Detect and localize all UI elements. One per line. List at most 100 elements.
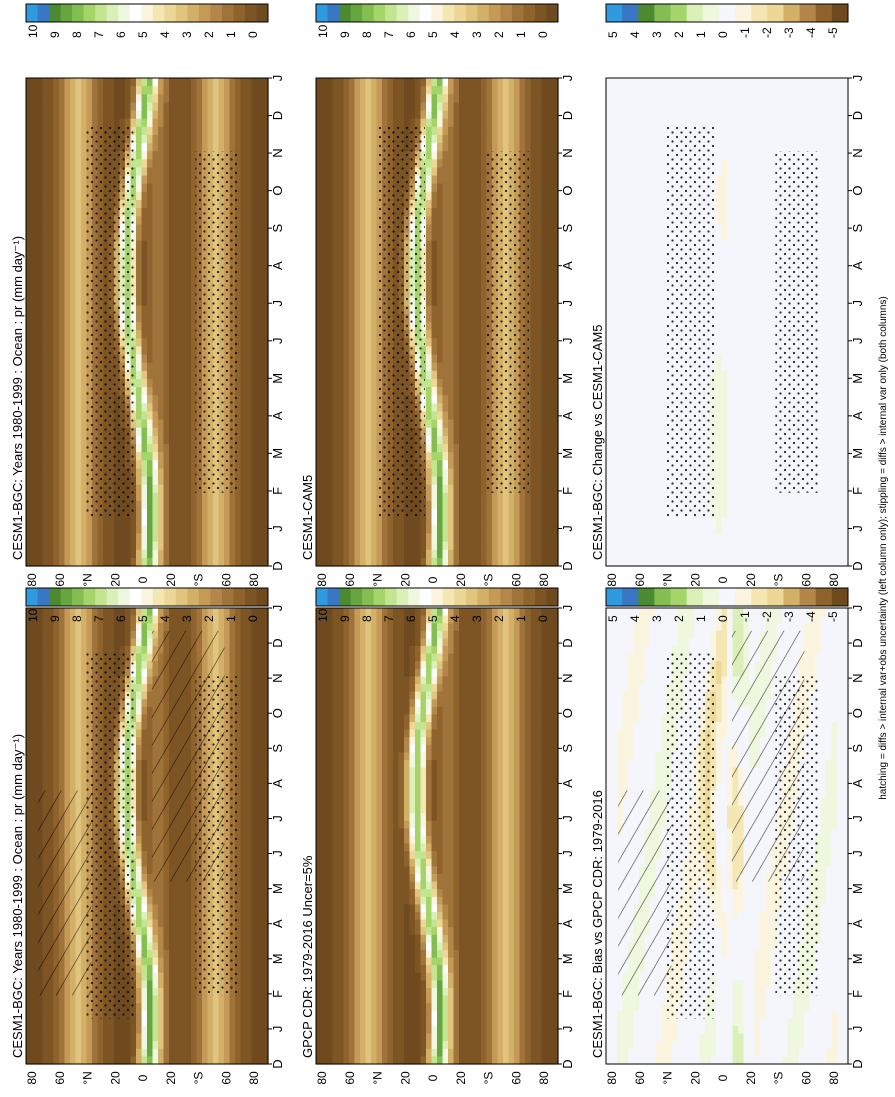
heat-cell — [332, 995, 339, 1004]
heat-cell — [26, 874, 33, 883]
heat-cell — [316, 866, 323, 875]
heat-cell — [64, 1041, 71, 1050]
heat-cell — [338, 881, 345, 890]
heat-cell — [251, 828, 258, 837]
heat-cell — [251, 790, 258, 799]
heat-cell — [382, 630, 389, 639]
heat-cell — [257, 676, 264, 685]
heat-cell — [343, 714, 350, 723]
heat-cell — [481, 798, 488, 807]
heat-cell — [475, 706, 482, 715]
heat-cell — [180, 965, 187, 974]
heat-cell — [470, 782, 477, 791]
heat-cell — [262, 942, 269, 951]
month-tick-label: N — [270, 673, 285, 682]
heat-cell — [354, 684, 361, 693]
heat-cell — [240, 676, 247, 685]
heat-cell — [136, 942, 143, 951]
heat-cell — [354, 744, 361, 753]
heat-cell — [174, 904, 181, 913]
heat-cell — [343, 661, 350, 670]
heat-cell — [448, 957, 455, 966]
heat-cell — [354, 889, 361, 898]
heat-cell — [481, 661, 488, 670]
heat-cell — [464, 851, 471, 860]
heat-cell — [415, 722, 422, 731]
heat-cell — [475, 881, 482, 890]
heat-cell — [470, 805, 477, 814]
heat-cell — [125, 608, 132, 617]
heat-cell — [136, 729, 143, 738]
heat-cell — [382, 646, 389, 655]
heat-cell — [218, 1033, 225, 1042]
heat-cell — [420, 1041, 427, 1050]
heat-cell — [53, 691, 60, 700]
heat-cell — [481, 646, 488, 655]
heat-cell — [147, 843, 154, 852]
heat-cell — [246, 1018, 253, 1027]
heat-cell — [431, 904, 438, 913]
heat-cell — [497, 980, 504, 989]
heat-cell — [246, 988, 253, 997]
lat-tick-label: 0 — [136, 1074, 150, 1081]
heat-cell — [442, 684, 449, 693]
heat-cell — [257, 729, 264, 738]
heat-cell — [174, 1026, 181, 1035]
heat-cell — [262, 957, 269, 966]
heat-cell — [360, 927, 367, 936]
heat-cell — [218, 1003, 225, 1012]
heat-cell — [481, 858, 488, 867]
heat-cell — [158, 1018, 165, 1027]
heat-cell — [349, 988, 356, 997]
heat-cell — [404, 866, 411, 875]
heat-cell — [53, 615, 60, 624]
heat-cell — [409, 866, 416, 875]
month-tick-label: J — [270, 605, 285, 612]
heat-cell — [141, 798, 148, 807]
heat-cell — [246, 722, 253, 731]
heat-cell — [481, 1026, 488, 1035]
heat-cell — [486, 1033, 493, 1042]
heat-cell — [240, 1010, 247, 1019]
heat-cell — [246, 965, 253, 974]
heat-cell — [459, 608, 466, 617]
heat-cell — [497, 623, 504, 632]
heat-cell — [437, 904, 444, 913]
heat-cell — [365, 608, 372, 617]
heat-cell — [519, 767, 526, 776]
heat-cell — [365, 1041, 372, 1050]
colorbar-swatch — [221, 588, 234, 606]
heat-cell — [514, 668, 521, 677]
heat-cell — [393, 988, 400, 997]
heat-cell — [136, 623, 143, 632]
heat-cell — [486, 638, 493, 647]
heat-cell — [31, 676, 38, 685]
heat-cell — [327, 1048, 334, 1057]
heat-cell — [409, 638, 416, 647]
heat-cell — [191, 608, 198, 617]
heat-cell — [191, 1048, 198, 1057]
heat-cell — [475, 1003, 482, 1012]
heat-cell — [382, 1056, 389, 1065]
heat-cell — [376, 722, 383, 731]
heat-cell — [360, 904, 367, 913]
heat-cell — [508, 676, 515, 685]
heat-cell — [398, 767, 405, 776]
heat-cell — [169, 1026, 176, 1035]
heat-cell — [136, 714, 143, 723]
heat-cell — [503, 866, 510, 875]
heat-cell — [437, 744, 444, 753]
heat-cell — [147, 820, 154, 829]
heat-cell — [404, 851, 411, 860]
heat-cell — [103, 1026, 110, 1035]
heat-cell — [481, 805, 488, 814]
heat-cell — [147, 729, 154, 738]
heat-cell — [338, 972, 345, 981]
heat-cell — [508, 706, 515, 715]
heat-cell — [257, 874, 264, 883]
heat-cell — [382, 919, 389, 928]
heat-cell — [196, 615, 203, 624]
heat-cell — [59, 1041, 66, 1050]
heat-cell — [426, 927, 433, 936]
heat-cell — [398, 972, 405, 981]
